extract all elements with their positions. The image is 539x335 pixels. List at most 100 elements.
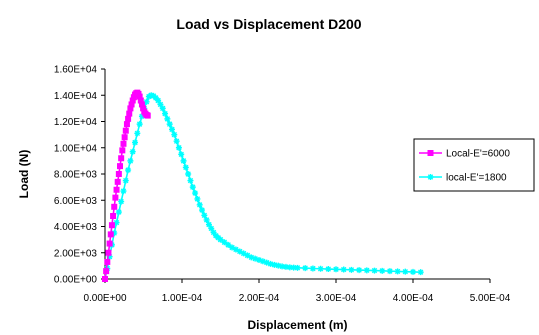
data-point-1: [290, 264, 297, 271]
data-point-1: [136, 121, 143, 128]
data-point-0: [107, 231, 114, 238]
data-point-1: [145, 93, 152, 100]
data-point-1: [394, 268, 401, 275]
y-axis-title: Load (N): [17, 150, 31, 199]
data-point-1: [152, 94, 159, 101]
data-point-0: [123, 121, 130, 128]
data-point-1: [168, 126, 175, 133]
data-point-1: [199, 207, 206, 214]
y-tick-label: 1.60E+04: [54, 65, 98, 76]
data-point-1: [185, 171, 192, 177]
data-point-0: [119, 147, 126, 154]
data-point-1: [286, 264, 293, 271]
data-point-1: [363, 267, 370, 274]
data-point-1: [164, 115, 171, 122]
data-point-1: [175, 144, 182, 151]
data-point-1: [155, 97, 162, 104]
data-point-1: [192, 190, 199, 197]
data-point-1: [259, 258, 266, 265]
data-point-1: [166, 121, 173, 128]
data-point-0: [110, 213, 117, 219]
legend-marker-0: [427, 150, 434, 156]
y-tick-label: 1.00E+04: [54, 143, 98, 154]
data-point-1: [279, 263, 286, 270]
data-point-1: [129, 148, 136, 155]
data-point-1: [201, 212, 208, 219]
data-point-1: [267, 260, 274, 267]
x-tick-label: 5.00E-04: [470, 293, 511, 304]
data-point-1: [159, 105, 166, 112]
data-point-1: [302, 265, 309, 272]
data-point-0: [126, 110, 133, 117]
data-point-1: [252, 255, 259, 262]
data-point-0: [115, 171, 122, 177]
data-point-0: [122, 127, 129, 134]
data-point-0: [104, 258, 111, 265]
data-point-1: [187, 177, 194, 184]
data-point-1: [115, 209, 122, 216]
data-point-1: [182, 164, 189, 171]
data-point-1: [340, 266, 347, 273]
x-tick-label: 1.00E-04: [162, 293, 203, 304]
data-point-0: [111, 203, 118, 210]
data-point-1: [173, 138, 180, 145]
x-tick-label: 2.00E-04: [239, 293, 280, 304]
data-point-1: [417, 269, 424, 276]
data-point-0: [117, 163, 124, 170]
data-point-1: [203, 216, 210, 223]
data-point-1: [248, 254, 255, 261]
legend-box: [413, 138, 535, 192]
data-point-1: [271, 261, 278, 268]
data-point-1: [282, 263, 289, 270]
data-point-1: [263, 259, 270, 266]
data-point-1: [178, 151, 185, 158]
data-point-1: [134, 130, 141, 137]
data-point-1: [317, 265, 324, 272]
data-point-1: [106, 253, 113, 260]
data-point-1: [333, 266, 339, 273]
data-point-0: [144, 112, 151, 119]
series-line-1: [104, 94, 421, 280]
data-point-1: [205, 221, 212, 228]
data-point-1: [111, 230, 118, 237]
data-point-0: [125, 115, 132, 122]
data-point-1: [132, 139, 139, 146]
data-point-0: [114, 178, 121, 185]
x-axis-title: Displacement (m): [247, 318, 347, 332]
data-point-1: [118, 198, 125, 205]
data-point-1: [217, 236, 224, 243]
data-point-1: [120, 188, 127, 195]
y-tick-label: 0.00E+00: [54, 275, 98, 286]
data-point-1: [240, 250, 247, 257]
data-point-0: [120, 140, 127, 147]
legend-label-0: Local-E'=6000: [446, 149, 510, 160]
y-tick-label: 4.00E+03: [54, 222, 98, 233]
data-point-1: [127, 157, 134, 164]
data-point-1: [122, 177, 129, 184]
data-point-1: [162, 110, 169, 117]
x-tick-label: 3.00E-04: [316, 293, 357, 304]
data-point-1: [236, 248, 243, 255]
data-point-1: [275, 262, 282, 269]
y-tick-label: 8.00E+03: [54, 170, 98, 181]
data-point-0: [105, 249, 112, 256]
data-point-1: [229, 244, 236, 251]
data-point-1: [189, 184, 196, 191]
data-point-0: [112, 194, 119, 201]
data-point-1: [171, 131, 178, 138]
x-tick-label: 0.00E+00: [83, 293, 127, 304]
legend-marker-1: [427, 174, 434, 180]
data-point-1: [138, 113, 145, 120]
data-point-0: [102, 276, 108, 282]
legend-label-1: local-E'=1800: [446, 173, 507, 184]
data-point-1: [125, 167, 132, 174]
data-point-1: [402, 268, 409, 275]
data-point-1: [113, 219, 120, 226]
y-tick-label: 1.40E+04: [54, 91, 98, 102]
x-tick-label: 4.00E-04: [393, 293, 434, 304]
y-tick-label: 2.00E+03: [54, 248, 98, 259]
data-point-1: [371, 267, 378, 274]
data-point-1: [194, 195, 201, 202]
